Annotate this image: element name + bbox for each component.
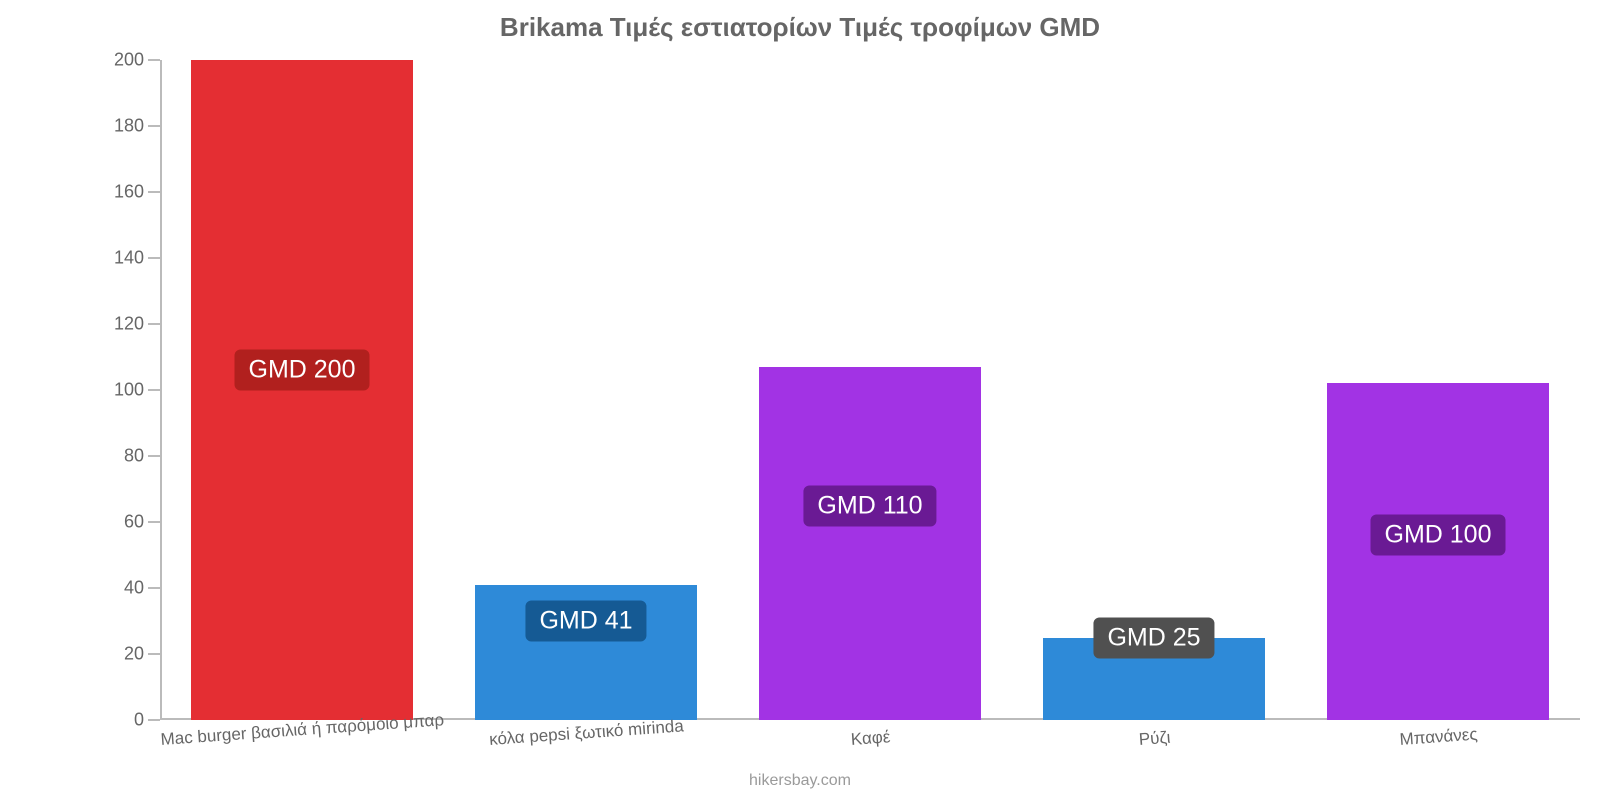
bar-value-badge: GMD 100 <box>1371 515 1506 556</box>
bar-value-badge: GMD 200 <box>235 350 370 391</box>
y-axis-line <box>160 60 162 720</box>
y-axis-tick-label: 100 <box>114 380 144 401</box>
y-axis-tick-label: 0 <box>134 710 144 731</box>
y-axis-tick-label: 200 <box>114 50 144 71</box>
y-axis-tick <box>148 125 160 127</box>
bar-value-badge: GMD 110 <box>803 485 936 526</box>
y-axis-tick <box>148 191 160 193</box>
y-axis-tick-label: 120 <box>114 314 144 335</box>
x-axis-category-label: Ρύζι <box>1138 728 1171 750</box>
price-bar-chart: Brikama Τιμές εστιατορίων Τιμές τροφίμων… <box>0 0 1600 800</box>
y-axis-tick <box>148 389 160 391</box>
x-axis-category-label: Καφέ <box>850 727 891 750</box>
y-axis-tick <box>148 323 160 325</box>
x-axis-category-label: Μπανάνες <box>1399 725 1478 750</box>
chart-footer: hikersbay.com <box>0 772 1600 790</box>
y-axis-tick <box>148 719 160 721</box>
y-axis-tick-label: 60 <box>124 512 144 533</box>
y-axis-tick-label: 20 <box>124 644 144 665</box>
y-axis-tick <box>148 455 160 457</box>
y-axis-tick-label: 80 <box>124 446 144 467</box>
bar <box>759 367 981 720</box>
y-axis-tick-label: 180 <box>114 116 144 137</box>
chart-title: Brikama Τιμές εστιατορίων Τιμές τροφίμων… <box>0 12 1600 43</box>
y-axis-tick <box>148 59 160 61</box>
y-axis-tick <box>148 653 160 655</box>
y-axis-tick <box>148 521 160 523</box>
y-axis-tick-label: 140 <box>114 248 144 269</box>
y-axis-tick <box>148 587 160 589</box>
y-axis-tick <box>148 257 160 259</box>
bar-value-badge: GMD 41 <box>525 601 646 642</box>
y-axis-tick-label: 160 <box>114 182 144 203</box>
bar-value-badge: GMD 25 <box>1093 617 1214 658</box>
plot-area: 020406080100120140160180200GMD 200Mac bu… <box>160 60 1580 720</box>
y-axis-tick-label: 40 <box>124 578 144 599</box>
x-axis-category-label: κόλα pepsi ξωτικό mirinda <box>489 716 685 750</box>
